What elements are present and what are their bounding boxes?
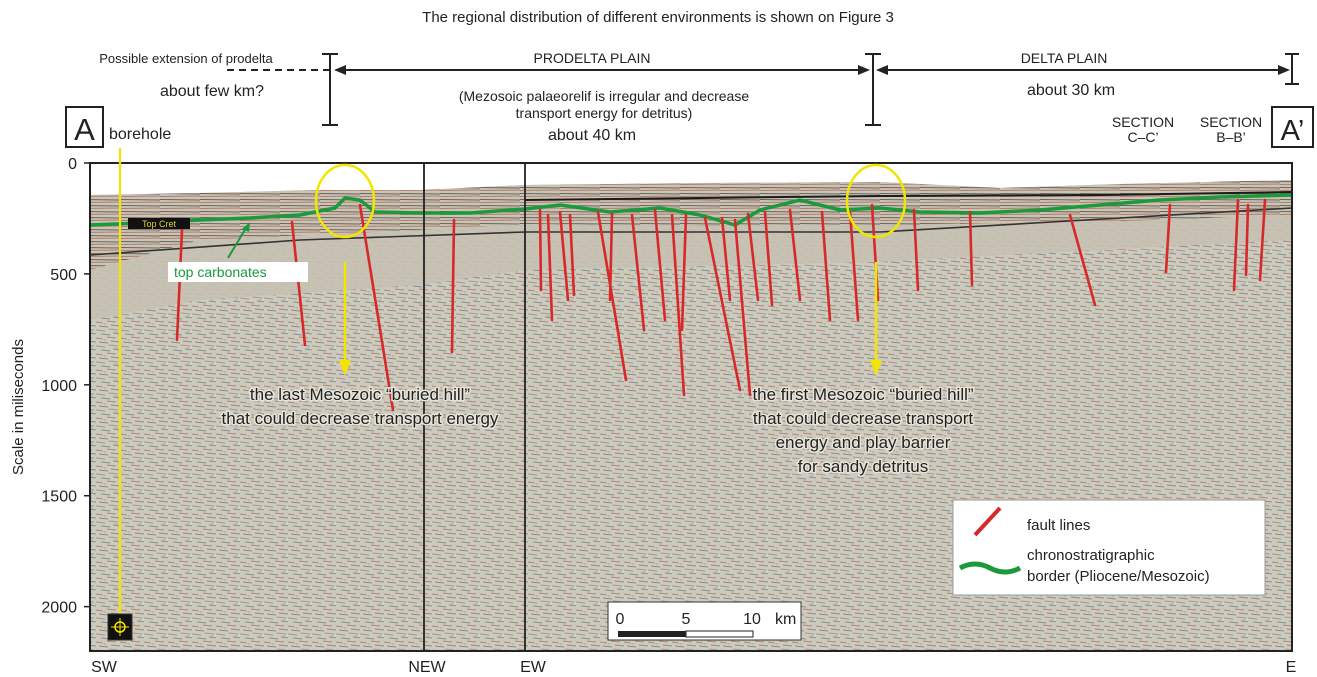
y-axis-label: Scale in miliseconds bbox=[10, 339, 27, 475]
fault-line bbox=[848, 210, 860, 322]
zone-note-line1: (Mezosoic palaeorelif is irregular and d… bbox=[459, 88, 749, 104]
fault-line bbox=[358, 203, 395, 412]
y-tick-label: 2000 bbox=[41, 600, 77, 617]
fault-line bbox=[1164, 203, 1172, 274]
section-cc-line2: C–C’ bbox=[1127, 129, 1158, 145]
top-carbonates-leader bbox=[227, 227, 247, 259]
fault-line bbox=[680, 213, 688, 332]
top-carbonates-label: top carbonates bbox=[174, 264, 267, 280]
scale-tick-10: 10 bbox=[743, 611, 761, 628]
label-e: E bbox=[1286, 659, 1297, 676]
zone-label-prodelta-plain: PRODELTA PLAIN bbox=[534, 50, 651, 66]
section-bb-line2: B–B’ bbox=[1216, 129, 1246, 145]
fault-line bbox=[820, 210, 832, 322]
fault-line bbox=[1068, 213, 1097, 307]
first-hill-text-line4: for sandy detritus bbox=[798, 457, 928, 476]
legend-fault-swatch bbox=[973, 506, 1002, 537]
fault-line bbox=[538, 208, 543, 292]
first-hill-text-line3: energy and play barrier bbox=[776, 433, 951, 452]
fault-line bbox=[1258, 198, 1267, 282]
top-cret-tag-box bbox=[128, 218, 190, 229]
fault-line bbox=[558, 210, 570, 302]
label-sw: SW bbox=[91, 659, 118, 676]
zone-extent-delta-plain: about 30 km bbox=[1027, 82, 1115, 99]
marker-a-box bbox=[65, 106, 104, 148]
label-ew: EW bbox=[520, 659, 547, 676]
scale-unit: km bbox=[775, 611, 796, 628]
fault-line bbox=[746, 212, 760, 302]
last-hill-text-line2: that could decrease transport energy bbox=[222, 409, 499, 428]
legend: fault lines chronostratigraphic border (… bbox=[952, 499, 1266, 596]
fault-line bbox=[703, 216, 742, 392]
fault-line bbox=[1232, 198, 1240, 292]
last-hill-text-line1: the last Mesozoic “buried hill” bbox=[250, 385, 470, 404]
fault-line bbox=[763, 210, 774, 307]
scale-tick-5: 5 bbox=[682, 611, 691, 628]
marker-a-prime-box bbox=[1271, 106, 1314, 148]
top-cret-tag: Top Cret bbox=[142, 219, 177, 229]
top-carbonates-leader-head bbox=[242, 222, 250, 232]
fault-line bbox=[720, 216, 732, 302]
y-tick-label: 1500 bbox=[41, 489, 77, 506]
fault-line bbox=[546, 213, 554, 322]
section-bb-line1: SECTION bbox=[1200, 114, 1262, 130]
marker-a-prime: A’ bbox=[1281, 115, 1305, 147]
zone-label-prodelta-extension: Possible extension of prodelta bbox=[99, 51, 273, 66]
fault-line bbox=[1244, 203, 1250, 277]
fault-line bbox=[788, 208, 802, 302]
zone-arrows bbox=[222, 53, 1299, 126]
fault-line bbox=[733, 218, 752, 397]
legend-fault-label: fault lines bbox=[1027, 517, 1090, 534]
legend-border-swatch bbox=[958, 561, 1022, 575]
fault-line bbox=[290, 220, 307, 347]
scale-tick-0: 0 bbox=[616, 611, 625, 628]
fault-line bbox=[596, 210, 628, 382]
zone-extent-prodelta-plain: about 40 km bbox=[548, 127, 636, 144]
last-hill-arrow-head bbox=[339, 360, 351, 376]
panel-frame bbox=[89, 162, 1293, 652]
y-tick-label: 0 bbox=[68, 156, 77, 173]
borehole-label: borehole bbox=[109, 126, 171, 143]
last-buried-hill-circle bbox=[314, 163, 376, 239]
zone-note-line2: transport energy for detritus) bbox=[516, 105, 693, 121]
y-tick-label: 1000 bbox=[41, 378, 77, 395]
first-buried-hill-circle bbox=[845, 163, 907, 239]
fault-line bbox=[450, 218, 456, 354]
fault-line bbox=[630, 213, 646, 332]
marker-a: A bbox=[74, 112, 95, 147]
label-new: NEW bbox=[408, 659, 446, 676]
legend-border-label-line2: border (Pliocene/Mesozoic) bbox=[1027, 568, 1210, 585]
first-hill-text-line2: that could decrease transport bbox=[753, 409, 973, 428]
fault-line bbox=[912, 208, 920, 292]
first-hill-arrow-head bbox=[870, 360, 882, 376]
zone-label-delta-plain: DELTA PLAIN bbox=[1021, 50, 1108, 66]
zone-extent-prodelta-extension: about few km? bbox=[160, 83, 264, 100]
y-axis: 0 500 1000 1500 2000 bbox=[41, 156, 90, 617]
legend-border-label-line1: chronostratigraphic bbox=[1027, 547, 1155, 564]
fault-line bbox=[670, 213, 686, 397]
fault-line bbox=[653, 208, 667, 322]
fault-line bbox=[175, 228, 184, 342]
fault-line bbox=[608, 212, 614, 302]
first-hill-text-line1: the first Mesozoic “buried hill” bbox=[752, 385, 973, 404]
fault-line bbox=[968, 210, 974, 287]
scale-bar: 0 5 10 km bbox=[607, 601, 802, 641]
figure-caption: The regional distribution of different e… bbox=[422, 9, 894, 26]
top-carbonates-label-box bbox=[168, 262, 308, 282]
y-tick-label: 500 bbox=[50, 267, 77, 284]
fault-line bbox=[568, 213, 576, 297]
section-cc-line1: SECTION bbox=[1112, 114, 1174, 130]
